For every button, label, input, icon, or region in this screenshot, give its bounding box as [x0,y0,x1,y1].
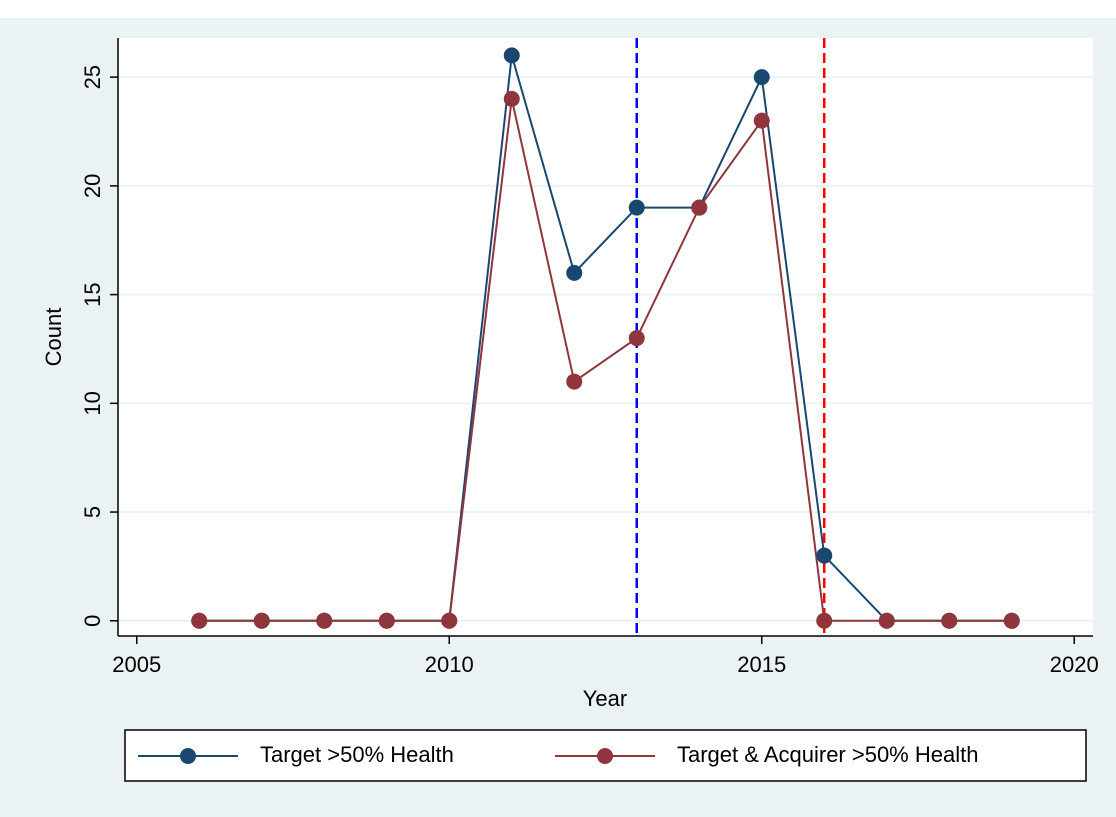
data-point [816,547,833,564]
legend-label: Target >50% Health [260,742,454,767]
y-tick-label: 10 [80,391,105,415]
data-point [753,112,770,129]
y-tick-label: 20 [80,174,105,198]
y-axis-label: Count [41,308,66,367]
data-point [878,612,895,629]
x-tick-label: 2020 [1050,652,1099,677]
data-point [753,69,770,86]
data-point [566,264,583,281]
data-point [253,612,270,629]
y-tick-label: 5 [80,506,105,518]
x-axis-label: Year [583,686,627,711]
data-point [378,612,395,629]
y-tick-label: 15 [80,282,105,306]
data-point [503,90,520,107]
x-tick-label: 2015 [737,652,786,677]
data-point [503,47,520,64]
legend-label: Target & Acquirer >50% Health [677,742,978,767]
data-point [628,199,645,216]
data-point [191,612,208,629]
legend-marker [180,748,196,764]
data-point [1003,612,1020,629]
data-point [441,612,458,629]
data-point [566,373,583,390]
plot-area [118,38,1093,636]
data-point [816,612,833,629]
series-line [199,98,1012,622]
x-tick-label: 2010 [425,652,474,677]
y-tick-label: 0 [80,615,105,627]
x-tick-label: 2005 [112,652,161,677]
data-point [691,199,708,216]
legend-marker [597,748,613,764]
data-point [628,330,645,347]
data-point [941,612,958,629]
data-point [316,612,333,629]
y-tick-label: 25 [80,65,105,89]
